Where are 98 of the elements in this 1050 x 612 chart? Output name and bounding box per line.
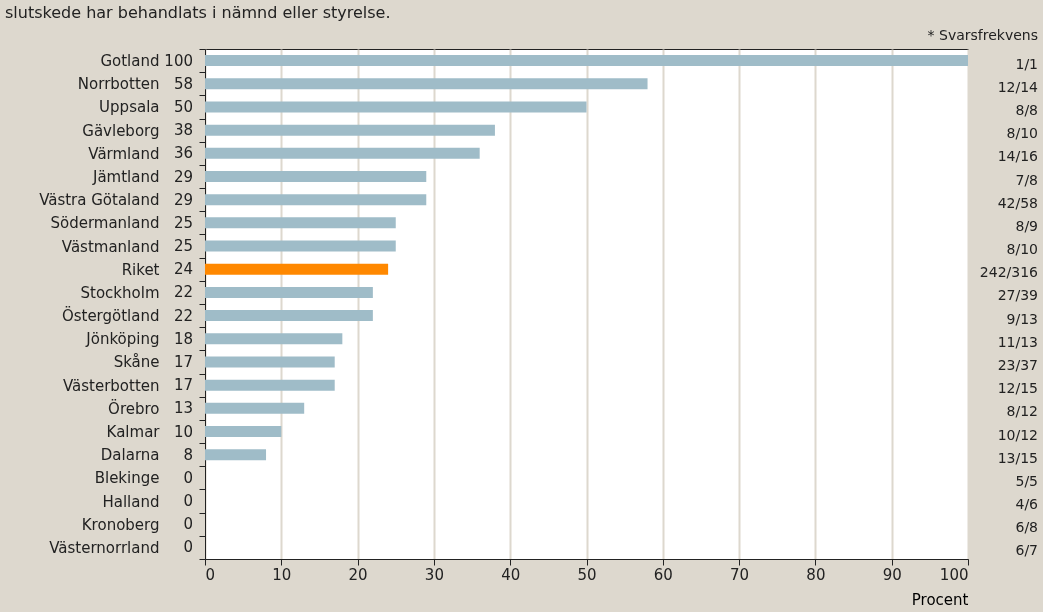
text: 27/39	[997, 287, 1038, 304]
y-tick-label: Kronoberg	[81, 515, 160, 534]
y-tick-label: Stockholm	[80, 283, 160, 302]
data-label: 36	[173, 144, 193, 163]
data-label: 17	[173, 376, 193, 395]
text: 1/1	[1015, 55, 1038, 72]
bar	[205, 333, 343, 345]
text: 8/9	[1015, 217, 1038, 234]
text: 11/13	[997, 333, 1038, 350]
y-tick-label: Skåne	[113, 353, 160, 372]
data-label: 100	[164, 51, 193, 70]
text: 6/7	[1015, 542, 1038, 559]
text: 23/37	[997, 356, 1038, 373]
data-label: 29	[173, 167, 193, 186]
text: 42/58	[997, 194, 1038, 211]
bar	[205, 263, 389, 275]
data-label: 0	[183, 538, 193, 557]
x-tick-label: 0	[205, 565, 216, 584]
text: * Svarsfrekvens	[927, 27, 1038, 43]
bar	[205, 147, 480, 159]
x-tick-label: 90	[882, 565, 902, 584]
bar	[205, 55, 968, 67]
x-tick-label: 20	[348, 565, 368, 584]
data-label: 22	[173, 306, 193, 325]
y-tick-label: Norrbotten	[77, 75, 160, 94]
text: 10/12	[997, 426, 1038, 443]
text: 12/14	[997, 78, 1039, 95]
bar	[205, 240, 396, 252]
y-tick-label: Västernorrland	[49, 538, 160, 557]
bar	[205, 449, 267, 461]
bar	[205, 101, 587, 113]
y-tick-label: Östergötland	[61, 306, 160, 326]
bar	[205, 286, 373, 298]
y-tick-label: Dalarna	[100, 446, 160, 465]
data-label: 17	[173, 352, 193, 371]
text: 8/8	[1015, 101, 1038, 118]
y-tick-label: Gävleborg	[82, 121, 160, 140]
bar	[205, 217, 396, 229]
data-label: 24	[173, 260, 193, 279]
y-tick-label: Gotland	[100, 52, 160, 71]
data-label: 13	[173, 399, 193, 418]
y-tick-label: Södermanland	[50, 214, 160, 233]
x-tick-label: 70	[730, 565, 750, 584]
text: 8/12	[1006, 403, 1038, 420]
x-tick-label: 80	[806, 565, 826, 584]
y-tick-label: Riket	[121, 260, 160, 279]
x-tick-label: 60	[653, 565, 673, 584]
x-tick-label: 30	[424, 565, 444, 584]
x-tick-label: 50	[577, 565, 597, 584]
y-tick-label: Västra Götaland	[39, 191, 160, 210]
bar	[205, 426, 282, 437]
bar	[205, 194, 427, 206]
text: 14/16	[997, 148, 1039, 165]
y-tick-label: Halland	[102, 492, 160, 511]
bar	[205, 78, 648, 90]
y-tick-label: Västerbotten	[62, 376, 160, 395]
y-tick-label: Jämtland	[92, 168, 160, 186]
y-tick-label: Västmanland	[61, 237, 160, 256]
data-label: 58	[173, 74, 193, 93]
data-label: 0	[183, 515, 193, 534]
data-label: 18	[173, 329, 193, 348]
bar	[205, 171, 427, 182]
data-label: 25	[173, 213, 193, 232]
bar	[205, 356, 335, 368]
y-tick-label: Örebro	[108, 398, 160, 418]
text: 242/316	[979, 264, 1039, 281]
data-label: 38	[173, 121, 193, 140]
data-label: 25	[173, 237, 193, 256]
x-tick-label: 100	[939, 565, 969, 584]
text: 13/15	[997, 449, 1038, 466]
x-tick-label: 10	[272, 565, 292, 584]
bar	[205, 310, 373, 322]
chart-title: slutskede har behandlats i nämnd eller styrelse.	[5, 3, 391, 22]
text: 6/8	[1015, 519, 1038, 536]
y-tick-label: Värmland	[88, 144, 160, 163]
text: 7/8	[1015, 171, 1038, 188]
bar	[205, 402, 305, 414]
text: 8/10	[1006, 241, 1038, 258]
data-label: 8	[183, 445, 193, 464]
data-label: 50	[173, 97, 193, 116]
text: 8/10	[1006, 125, 1038, 142]
data-label: 10	[173, 422, 193, 441]
y-tick-label: Blekinge	[94, 469, 160, 488]
text: 5/5	[1015, 472, 1038, 489]
y-tick-label: Kalmar	[106, 423, 161, 441]
data-label: 0	[183, 468, 193, 487]
text: 9/13	[1006, 310, 1038, 327]
y-tick-label: Jönköping	[85, 330, 160, 349]
x-axis-title: Procent	[911, 590, 969, 609]
data-label: 0	[183, 492, 193, 511]
bar	[205, 124, 495, 136]
x-tick-label: 40	[501, 565, 521, 584]
text: 12/15	[997, 380, 1038, 397]
bar	[205, 379, 335, 391]
y-tick-label: Uppsala	[99, 98, 160, 117]
data-label: 29	[173, 190, 193, 209]
data-label: 22	[173, 283, 193, 302]
text: 4/6	[1015, 496, 1039, 513]
